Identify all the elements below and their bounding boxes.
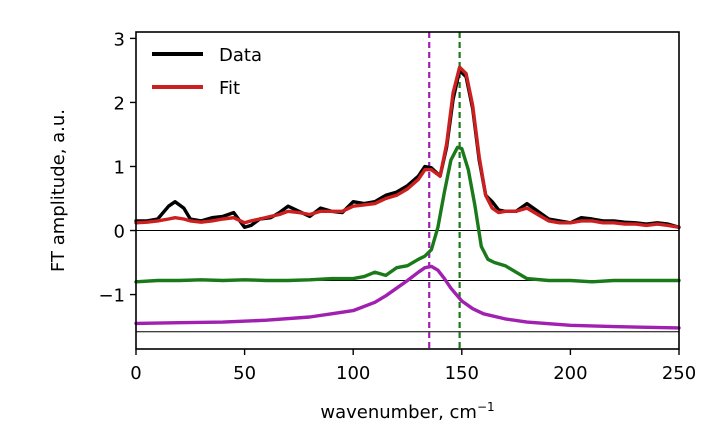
x-tick-label-4: 200 — [553, 363, 587, 384]
x-tick-label-5: 250 — [662, 363, 696, 384]
y-tick-label-2: 1 — [114, 157, 125, 178]
series-line-fit — [134, 65, 681, 230]
legend-label-fit: Fit — [219, 78, 240, 99]
x-axis-label: wavenumber, cm−1 — [320, 400, 494, 423]
x-tick-label-2: 100 — [336, 363, 370, 384]
y-tick-label-1: 0 — [114, 222, 125, 243]
x-tick-label-3: 150 — [445, 363, 479, 384]
y-tick-label-0: −1 — [98, 286, 125, 307]
x-axis-label-superscript: −1 — [477, 400, 495, 414]
y-tick-label-3: 2 — [114, 93, 125, 114]
x-axis-label-text: wavenumber, cm — [320, 402, 477, 423]
tick-layer: 0 50 100 150 200 250 −1 0 1 2 3 — [98, 29, 696, 384]
plot-frame — [135, 31, 680, 350]
y-axis-label: FT amplitude, a.u. — [48, 109, 69, 272]
series-line-data — [134, 68, 681, 230]
x-tick-label-0: 0 — [130, 363, 141, 384]
series-layer — [134, 65, 681, 330]
legend-label-data: Data — [219, 45, 262, 66]
series-line-component-1 — [134, 264, 681, 330]
series-line-component-2 — [134, 145, 681, 284]
x-tick-label-1: 50 — [233, 363, 256, 384]
y-tick-label-4: 3 — [114, 29, 125, 50]
legend: Data Fit — [152, 45, 262, 99]
